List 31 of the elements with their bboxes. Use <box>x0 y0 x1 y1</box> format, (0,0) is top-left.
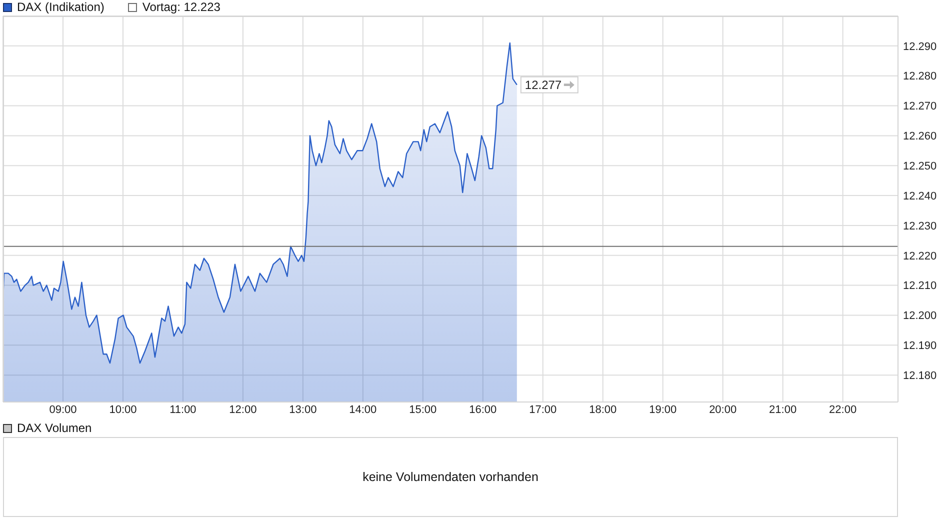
y-tick-label: 12.260 <box>903 130 937 143</box>
y-tick-label: 12.210 <box>903 280 937 292</box>
x-tick-label: 21:00 <box>769 404 797 416</box>
x-tick-label: 18:00 <box>589 404 617 416</box>
x-tick-label: 17:00 <box>529 404 557 416</box>
legend-label: DAX (Indikation) <box>17 0 104 14</box>
x-tick-label: 14:00 <box>349 404 377 416</box>
x-tick-label: 11:00 <box>170 404 196 416</box>
annotation: 12.277 <box>524 78 562 92</box>
y-tick-label: 12.290 <box>903 40 937 53</box>
y-tick-label: 12.200 <box>903 310 937 322</box>
x-tick-label: 22:00 <box>829 404 857 416</box>
legend-label: Vortag: 12.223 <box>142 0 220 14</box>
x-tick-label: 20:00 <box>709 404 737 416</box>
y-tick-label: 12.230 <box>903 220 937 232</box>
y-tick-label: 12.180 <box>903 370 937 382</box>
x-tick-label: 15:00 <box>409 404 437 416</box>
x-tick-label: 16:00 <box>469 404 497 416</box>
x-tick-label: 09:00 <box>49 404 77 416</box>
y-tick-label: 12.250 <box>903 160 937 173</box>
y-tick-label: 12.220 <box>903 250 937 262</box>
x-tick-label: 12:00 <box>229 404 257 416</box>
y-tick-label: 12.270 <box>903 100 937 113</box>
y-tick-label: 12.240 <box>903 190 937 202</box>
x-tick-label: 13:00 <box>289 404 317 416</box>
panel-frame: keine Volumendaten vorhanden <box>3 437 898 517</box>
y-tick-label: 12.280 <box>903 70 937 83</box>
x-tick-label: 19:00 <box>649 404 677 416</box>
y-tick-label: 12.190 <box>903 340 937 352</box>
text: DAX Volumen <box>17 421 92 435</box>
x-tick-label: 10:00 <box>109 404 137 416</box>
